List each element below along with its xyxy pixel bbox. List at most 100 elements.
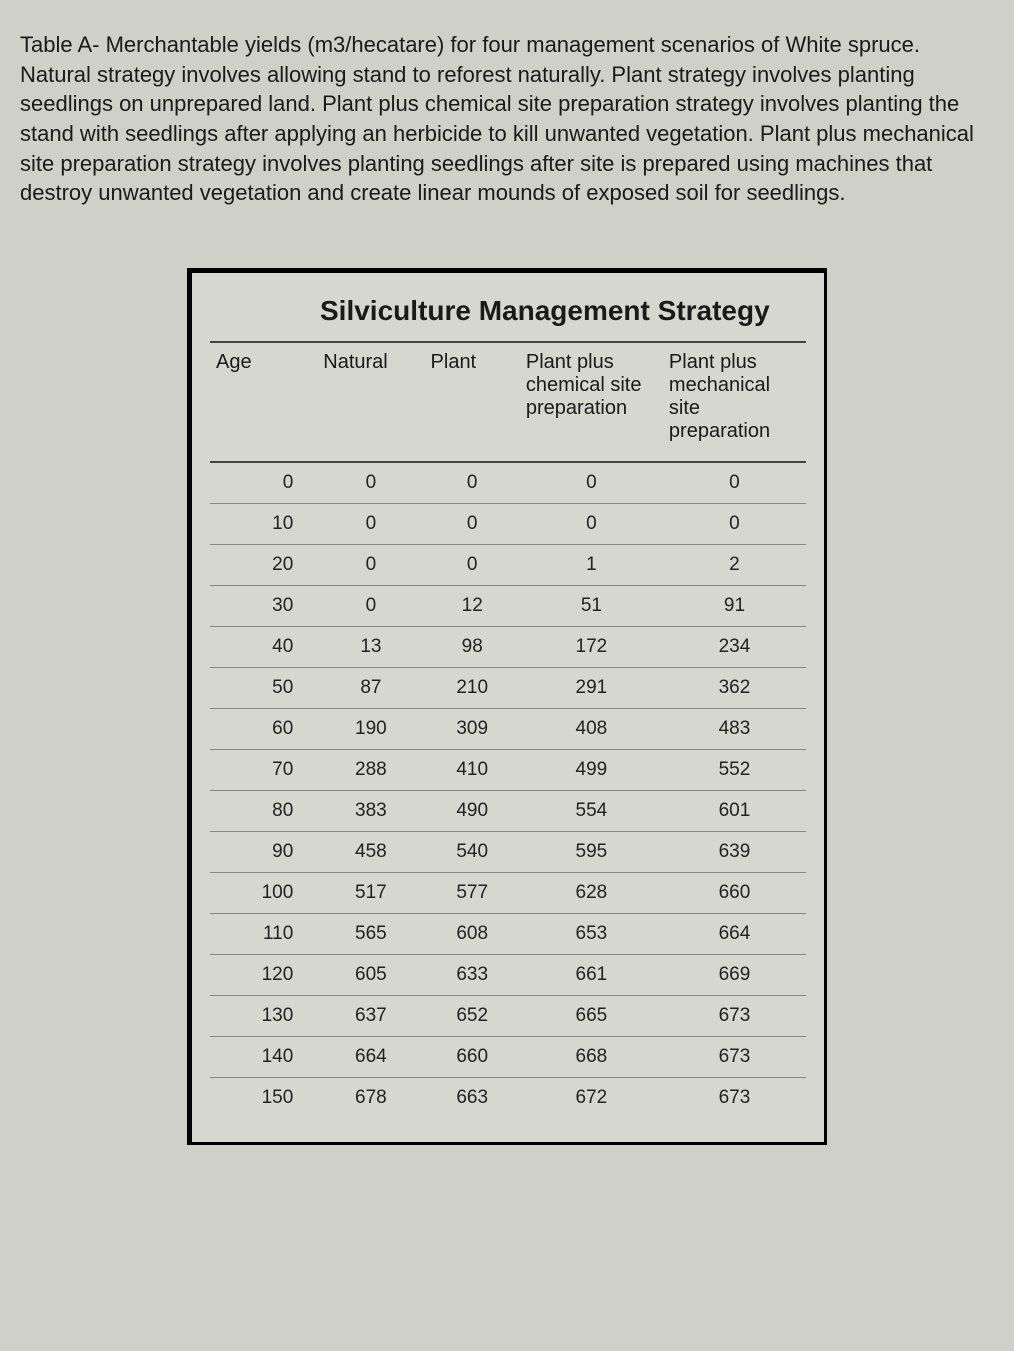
table-cell: 120 — [210, 955, 317, 996]
table-cell: 80 — [210, 791, 317, 832]
table-cell: 0 — [520, 504, 663, 545]
table-cell: 664 — [663, 914, 806, 955]
table-cell: 150 — [210, 1078, 317, 1119]
table-cell: 660 — [663, 873, 806, 914]
table-cell: 87 — [317, 668, 424, 709]
table-cell: 595 — [520, 832, 663, 873]
table-row: 70288410499552 — [210, 750, 806, 791]
table-body: 0000010000020001230012519140139817223450… — [210, 462, 806, 1118]
table-cell: 490 — [425, 791, 520, 832]
table-cell: 51 — [520, 586, 663, 627]
table-cell: 0 — [317, 504, 424, 545]
table-cell: 70 — [210, 750, 317, 791]
table-cell: 540 — [425, 832, 520, 873]
table-cell: 628 — [520, 873, 663, 914]
table-cell: 362 — [663, 668, 806, 709]
table-cell: 408 — [520, 709, 663, 750]
table-cell: 499 — [520, 750, 663, 791]
yield-table-container: Silviculture Management Strategy Age Nat… — [187, 268, 827, 1145]
table-cell: 665 — [520, 996, 663, 1037]
table-cell: 1 — [520, 545, 663, 586]
table-cell: 190 — [317, 709, 424, 750]
col-header-age: Age — [210, 342, 317, 462]
table-cell: 140 — [210, 1037, 317, 1078]
table-cell: 288 — [317, 750, 424, 791]
table-cell: 652 — [425, 996, 520, 1037]
table-cell: 0 — [425, 462, 520, 504]
table-cell: 673 — [663, 996, 806, 1037]
table-cell: 410 — [425, 750, 520, 791]
table-cell: 383 — [317, 791, 424, 832]
table-cell: 10 — [210, 504, 317, 545]
table-row: 100000 — [210, 504, 806, 545]
table-row: 130637652665673 — [210, 996, 806, 1037]
col-header-natural: Natural — [317, 342, 424, 462]
table-row: 300125191 — [210, 586, 806, 627]
table-cell: 639 — [663, 832, 806, 873]
table-cell: 0 — [663, 504, 806, 545]
table-cell: 0 — [317, 462, 424, 504]
table-cell: 637 — [317, 996, 424, 1037]
table-cell: 40 — [210, 627, 317, 668]
table-cell: 0 — [210, 462, 317, 504]
table-cell: 664 — [317, 1037, 424, 1078]
table-cell: 110 — [210, 914, 317, 955]
table-cell: 661 — [520, 955, 663, 996]
table-cell: 663 — [425, 1078, 520, 1119]
table-cell: 660 — [425, 1037, 520, 1078]
table-row: 401398172234 — [210, 627, 806, 668]
table-row: 110565608653664 — [210, 914, 806, 955]
table-cell: 517 — [317, 873, 424, 914]
table-row: 5087210291362 — [210, 668, 806, 709]
table-cell: 605 — [317, 955, 424, 996]
col-header-plant: Plant — [425, 342, 520, 462]
table-cell: 130 — [210, 996, 317, 1037]
table-cell: 608 — [425, 914, 520, 955]
table-cell: 673 — [663, 1037, 806, 1078]
table-cell: 50 — [210, 668, 317, 709]
table-caption: Table A- Merchantable yields (m3/hecatar… — [20, 30, 994, 208]
table-cell: 172 — [520, 627, 663, 668]
table-row: 140664660668673 — [210, 1037, 806, 1078]
table-cell: 91 — [663, 586, 806, 627]
table-cell: 100 — [210, 873, 317, 914]
table-cell: 668 — [520, 1037, 663, 1078]
table-cell: 0 — [425, 504, 520, 545]
table-cell: 577 — [425, 873, 520, 914]
table-cell: 60 — [210, 709, 317, 750]
table-cell: 90 — [210, 832, 317, 873]
table-cell: 2 — [663, 545, 806, 586]
table-cell: 234 — [663, 627, 806, 668]
table-row: 80383490554601 — [210, 791, 806, 832]
table-cell: 0 — [317, 545, 424, 586]
table-cell: 0 — [663, 462, 806, 504]
table-cell: 309 — [425, 709, 520, 750]
table-cell: 483 — [663, 709, 806, 750]
table-cell: 669 — [663, 955, 806, 996]
table-super-header: Silviculture Management Strategy — [210, 287, 806, 341]
table-cell: 12 — [425, 586, 520, 627]
col-header-plant-chemical: Plant plus chemical site preparation — [520, 342, 663, 462]
table-cell: 291 — [520, 668, 663, 709]
table-cell: 552 — [663, 750, 806, 791]
table-cell: 672 — [520, 1078, 663, 1119]
table-cell: 13 — [317, 627, 424, 668]
table-cell: 601 — [663, 791, 806, 832]
table-row: 150678663672673 — [210, 1078, 806, 1119]
table-cell: 30 — [210, 586, 317, 627]
table-cell: 0 — [520, 462, 663, 504]
table-cell: 633 — [425, 955, 520, 996]
table-row: 00000 — [210, 462, 806, 504]
table-row: 90458540595639 — [210, 832, 806, 873]
table-cell: 98 — [425, 627, 520, 668]
table-row: 120605633661669 — [210, 955, 806, 996]
table-cell: 0 — [425, 545, 520, 586]
table-header-row: Age Natural Plant Plant plus chemical si… — [210, 342, 806, 462]
table-cell: 210 — [425, 668, 520, 709]
table-row: 100517577628660 — [210, 873, 806, 914]
table-cell: 653 — [520, 914, 663, 955]
table-cell: 554 — [520, 791, 663, 832]
table-cell: 565 — [317, 914, 424, 955]
table-cell: 678 — [317, 1078, 424, 1119]
yield-table: Age Natural Plant Plant plus chemical si… — [210, 341, 806, 1118]
